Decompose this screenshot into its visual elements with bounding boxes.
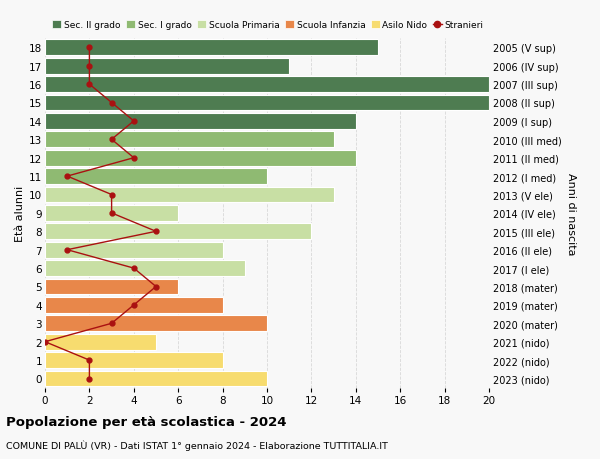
Bar: [45, 206, 178, 221]
Y-axis label: Età alunni: Età alunni: [15, 185, 25, 241]
Bar: [45, 169, 267, 185]
Bar: [45, 132, 334, 148]
Legend: Sec. II grado, Sec. I grado, Scuola Primaria, Scuola Infanzia, Asilo Nido, Stran: Sec. II grado, Sec. I grado, Scuola Prim…: [52, 20, 484, 31]
Bar: [45, 187, 334, 203]
Bar: [45, 95, 489, 111]
Bar: [45, 334, 156, 350]
Bar: [45, 40, 378, 56]
Bar: [45, 316, 267, 331]
Bar: [45, 297, 223, 313]
Bar: [45, 353, 223, 368]
Text: COMUNE DI PALÙ (VR) - Dati ISTAT 1° gennaio 2024 - Elaborazione TUTTITALIA.IT: COMUNE DI PALÙ (VR) - Dati ISTAT 1° genn…: [6, 440, 388, 450]
Bar: [45, 279, 178, 295]
Text: Popolazione per età scolastica - 2024: Popolazione per età scolastica - 2024: [6, 415, 287, 428]
Bar: [45, 77, 489, 93]
Bar: [45, 224, 311, 240]
Bar: [45, 59, 289, 74]
Y-axis label: Anni di nascita: Anni di nascita: [566, 172, 576, 255]
Bar: [45, 242, 223, 258]
Bar: [45, 114, 356, 129]
Bar: [45, 151, 356, 166]
Bar: [45, 371, 267, 386]
Bar: [45, 261, 245, 276]
